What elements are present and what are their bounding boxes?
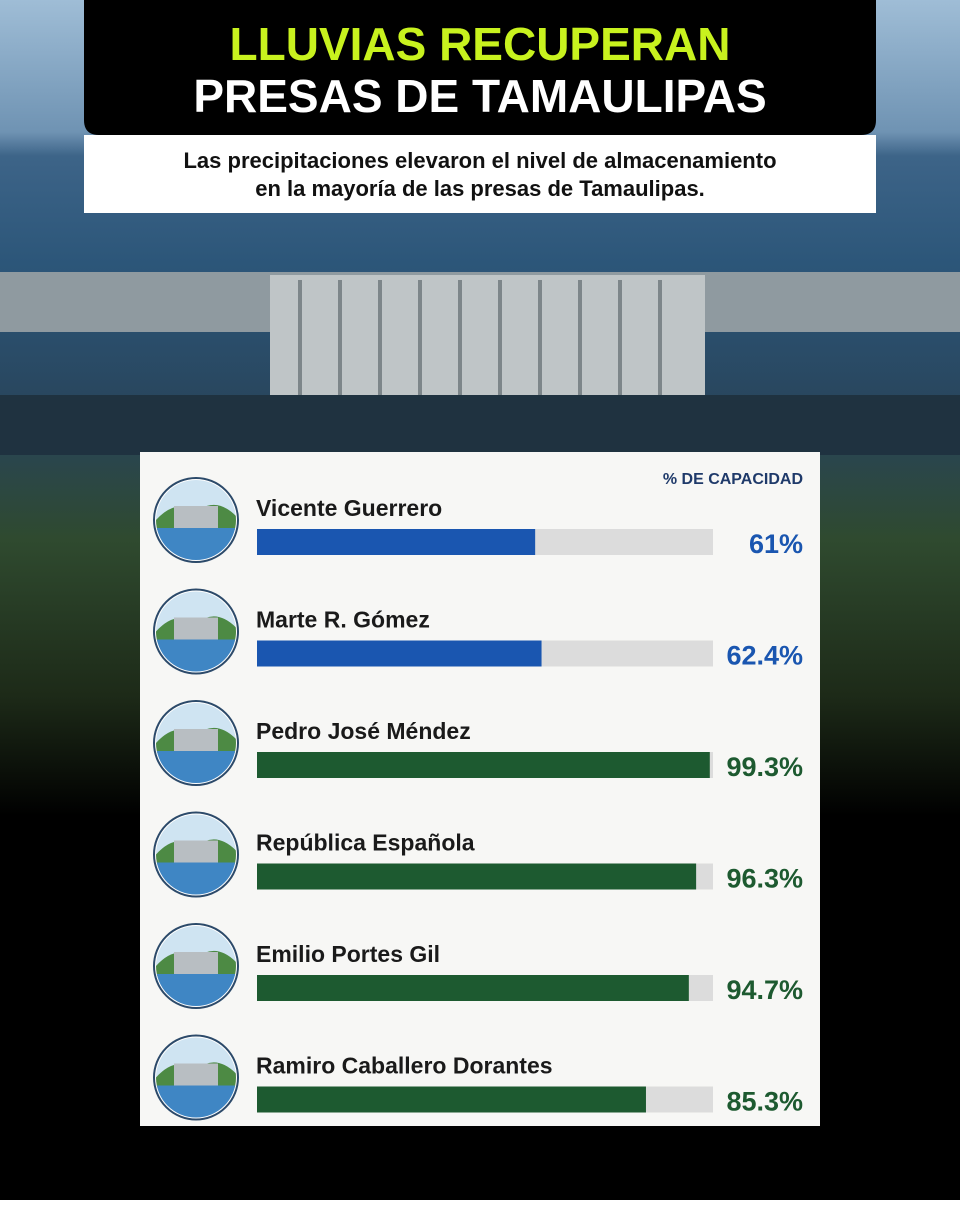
dam-photo [0,272,960,455]
dam-name: Marte R. Gómez [256,607,430,633]
subtitle-line: en la mayoría de las presas de Tamaulipa… [255,176,705,201]
title-line: PRESAS DE TAMAULIPAS [193,70,766,122]
title-line: LLUVIAS RECUPERAN [230,18,731,70]
value-label: 94.7% [726,975,803,1005]
axis-label: % DE CAPACIDAD [663,471,803,488]
bar [257,863,697,890]
value-label: 96.3% [726,864,803,894]
icon-dam [174,1063,218,1086]
value-label: 99.3% [726,752,803,782]
dam-name: Vicente Guerrero [256,495,442,521]
icon-scene [156,591,236,672]
icon-scene [156,926,236,1006]
dam-name: Pedro José Méndez [256,718,471,744]
icon-scene [156,480,236,560]
icon-scene [156,814,236,895]
dam-icon [153,588,239,675]
bar [257,975,689,1001]
subtitle-box [84,135,876,213]
dam-icon [153,1034,239,1121]
bar [257,752,710,778]
bar [257,640,542,667]
dam-icon [153,700,239,786]
chart-panel [140,452,820,1126]
header-box [84,0,876,135]
value-label: 85.3% [726,1087,803,1117]
icon-dam [174,617,218,640]
icon-scene [156,1037,236,1118]
dam-icon [153,477,239,563]
icon-scene [156,703,236,783]
icon-dam [174,952,218,974]
value-label: 62.4% [726,641,803,671]
dam-name: Ramiro Caballero Dorantes [256,1053,553,1079]
bar [257,1086,646,1113]
dam-name: República Española [256,830,475,856]
dam-name: Emilio Portes Gil [256,941,440,967]
icon-dam [174,729,218,751]
subtitle-line: Las precipitaciones elevaron el nivel de… [183,148,776,173]
bar [257,529,536,555]
dam-icon [153,811,239,898]
icon-dam [174,506,218,528]
dam-icon [153,923,239,1009]
icon-dam [174,840,218,863]
value-label: 61% [749,529,803,559]
